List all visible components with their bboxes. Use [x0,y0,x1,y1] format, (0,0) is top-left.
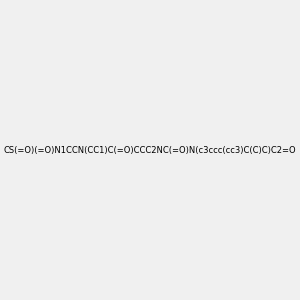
Text: CS(=O)(=O)N1CCN(CC1)C(=O)CCC2NC(=O)N(c3ccc(cc3)C(C)C)C2=O: CS(=O)(=O)N1CCN(CC1)C(=O)CCC2NC(=O)N(c3c… [4,146,296,154]
